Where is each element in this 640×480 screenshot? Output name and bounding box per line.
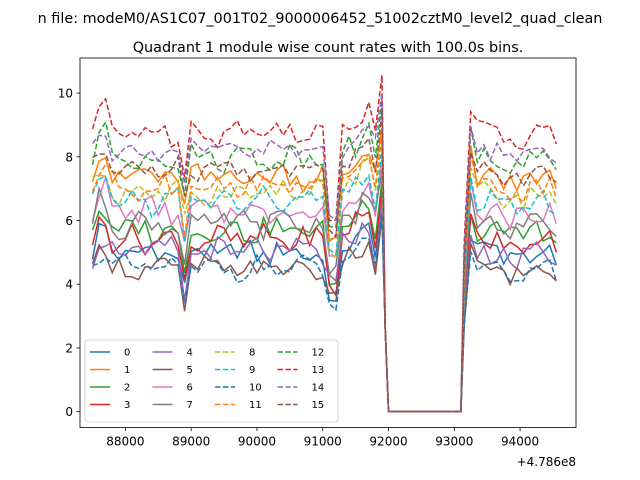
legend-label-14: 14 [312, 383, 325, 394]
series-line-3 [91, 189, 557, 413]
x-tick-label: 94000 [501, 435, 539, 449]
y-tick-label: 6 [65, 214, 73, 228]
series-line-13 [91, 75, 557, 413]
legend-frame [84, 339, 339, 423]
x-offset-label: +4.786e8 [517, 455, 576, 469]
y-tick-label: 0 [65, 405, 73, 419]
y-tick-label: 4 [65, 278, 73, 292]
series-line-11 [91, 130, 557, 413]
plot-frame [79, 57, 577, 429]
y-tick-label: 8 [65, 150, 73, 164]
legend-label-13: 13 [312, 365, 325, 376]
legend-label-11: 11 [249, 400, 262, 411]
series-line-9 [91, 147, 557, 413]
series-line-6 [91, 159, 557, 413]
legend-label-9: 9 [249, 365, 255, 376]
x-tick-label: 91000 [304, 435, 342, 449]
series-line-10 [92, 214, 557, 413]
legend-label-1: 1 [124, 365, 130, 376]
figure-suptitle: n file: modeM0/AS1C07_001T02_9000006452_… [38, 11, 603, 27]
legend-label-4: 4 [187, 348, 193, 359]
legend-label-10: 10 [249, 383, 262, 394]
x-tick-label: 89000 [172, 435, 210, 449]
legend-label-8: 8 [249, 348, 255, 359]
legend-label-3: 3 [124, 400, 130, 411]
chart-title: Quadrant 1 module wise count rates with … [133, 40, 524, 56]
series-line-15 [92, 112, 557, 413]
legend-label-5: 5 [187, 365, 193, 376]
x-tick-label: 92000 [369, 435, 407, 449]
series-layer [91, 75, 557, 413]
legend-label-15: 15 [312, 400, 325, 411]
legend-label-7: 7 [187, 400, 193, 411]
series-line-14 [91, 93, 557, 413]
series-line-4 [91, 201, 557, 413]
x-tick-label: 88000 [106, 435, 144, 449]
legend-label-12: 12 [312, 348, 325, 359]
x-tick-label: 93000 [435, 435, 473, 449]
axes-layer: 88000 89000 90000 91000 92000 93000 94000 0 2 4 6 8… [58, 87, 539, 449]
legend-label-0: 0 [124, 348, 130, 359]
series-line-7 [91, 171, 557, 413]
legend-label-6: 6 [187, 383, 193, 394]
series-line-12 [91, 101, 557, 413]
series-line-1 [91, 127, 557, 413]
y-tick-label: 10 [58, 87, 73, 101]
x-tick-label: 90000 [238, 435, 276, 449]
y-tick-label: 2 [65, 341, 73, 355]
series-line-8 [92, 138, 557, 413]
legend-label-2: 2 [124, 383, 130, 394]
